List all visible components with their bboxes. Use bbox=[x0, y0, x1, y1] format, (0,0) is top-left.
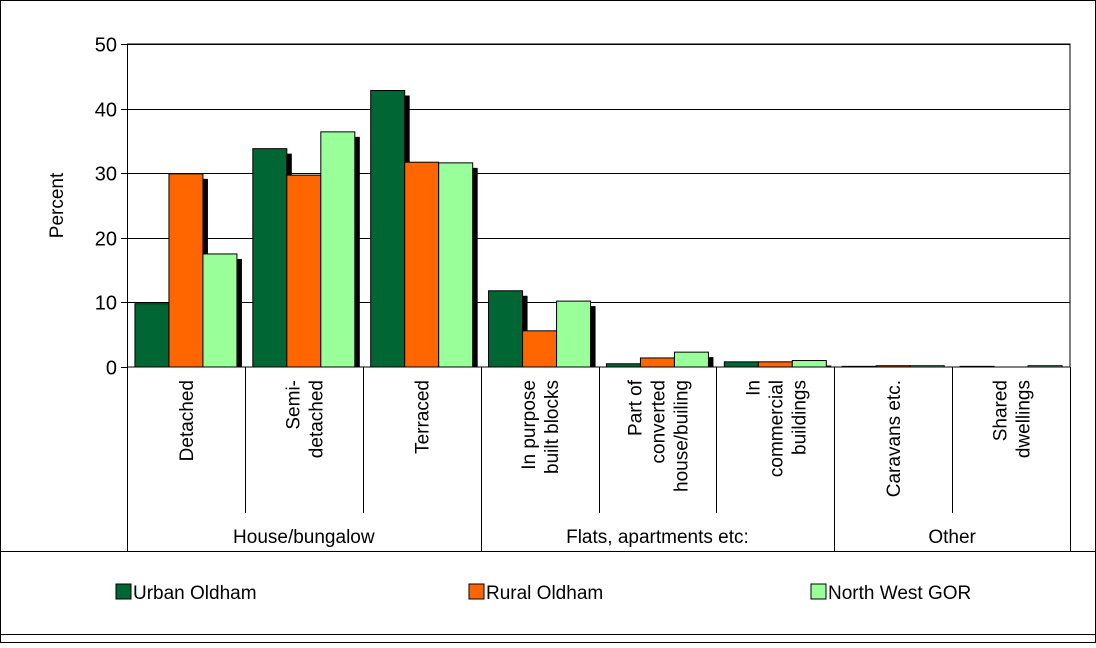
bar bbox=[287, 175, 321, 367]
bar bbox=[405, 162, 439, 367]
legend-label: North West GOR bbox=[828, 583, 971, 604]
bar bbox=[169, 174, 203, 367]
bar bbox=[758, 362, 792, 367]
group-label: Flats, apartments etc: bbox=[566, 527, 749, 548]
bar bbox=[674, 352, 708, 367]
category-label: Caravans etc. bbox=[884, 380, 905, 497]
y-tick-label: 10 bbox=[95, 293, 117, 315]
y-axis-title: Percent bbox=[47, 172, 68, 238]
y-tick-label: 20 bbox=[95, 229, 117, 251]
legend-swatch bbox=[811, 584, 826, 599]
category-label: Detached bbox=[177, 380, 198, 461]
legend-label: Urban Oldham bbox=[133, 583, 257, 604]
y-tick-label: 0 bbox=[106, 358, 117, 380]
y-tick-label: 50 bbox=[95, 35, 117, 57]
bar bbox=[724, 362, 758, 367]
legend-swatch bbox=[469, 584, 484, 599]
bar bbox=[135, 304, 169, 367]
group-label: Other bbox=[928, 527, 976, 548]
bar bbox=[439, 163, 473, 367]
legend: Urban Oldham Rural Oldham North West GOR bbox=[116, 583, 971, 604]
category-label: Terraced bbox=[413, 380, 434, 454]
bar bbox=[557, 301, 591, 367]
bar bbox=[523, 331, 557, 367]
bar bbox=[371, 91, 405, 367]
group-label: House/bungalow bbox=[233, 527, 375, 548]
bar bbox=[489, 291, 523, 367]
bar bbox=[203, 254, 237, 367]
bar bbox=[321, 132, 355, 367]
bar bbox=[253, 149, 287, 367]
bar bbox=[640, 358, 674, 367]
y-tick-label: 40 bbox=[95, 100, 117, 122]
y-tick-label: 30 bbox=[95, 164, 117, 186]
legend-label: Rural Oldham bbox=[486, 583, 603, 604]
legend-swatch bbox=[116, 584, 131, 599]
bar bbox=[792, 361, 826, 367]
